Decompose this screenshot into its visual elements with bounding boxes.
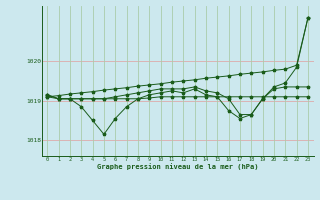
X-axis label: Graphe pression niveau de la mer (hPa): Graphe pression niveau de la mer (hPa) (97, 163, 258, 170)
